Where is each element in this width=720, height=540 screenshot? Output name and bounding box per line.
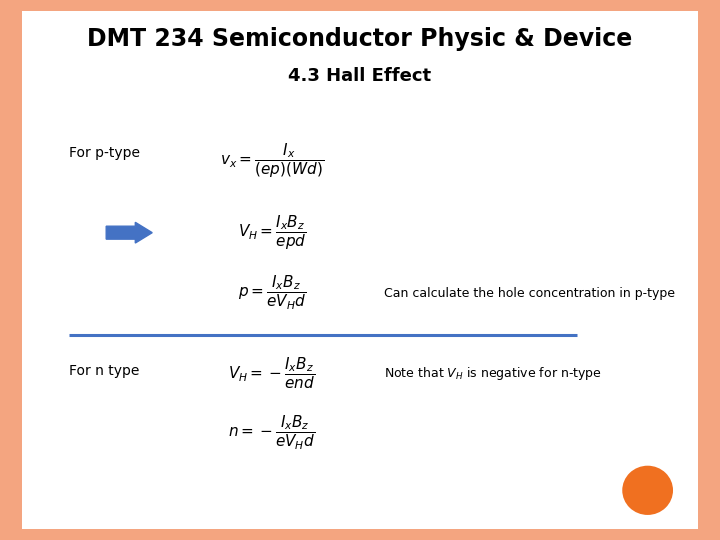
Text: $V_H = \dfrac{I_x B_z}{epd}$: $V_H = \dfrac{I_x B_z}{epd}$ bbox=[238, 213, 306, 252]
Text: For n type: For n type bbox=[69, 364, 140, 378]
Text: Note that $V_H$ is negative for n-type: Note that $V_H$ is negative for n-type bbox=[384, 365, 602, 382]
Text: For p-type: For p-type bbox=[69, 146, 140, 160]
Text: Can calculate the hole concentration in p-type: Can calculate the hole concentration in … bbox=[384, 287, 675, 300]
FancyArrow shape bbox=[107, 222, 152, 243]
Text: $V_H = -\dfrac{I_x B_z}{end}$: $V_H = -\dfrac{I_x B_z}{end}$ bbox=[228, 356, 315, 392]
Ellipse shape bbox=[622, 465, 673, 515]
Text: 4.3 Hall Effect: 4.3 Hall Effect bbox=[289, 66, 431, 85]
Text: $v_x = \dfrac{I_x}{(ep)(Wd)}$: $v_x = \dfrac{I_x}{(ep)(Wd)}$ bbox=[220, 142, 324, 180]
Text: $n = -\dfrac{I_x B_z}{eV_H d}$: $n = -\dfrac{I_x B_z}{eV_H d}$ bbox=[228, 414, 315, 453]
Text: DMT 234 Semiconductor Physic & Device: DMT 234 Semiconductor Physic & Device bbox=[87, 28, 633, 51]
Text: $p = \dfrac{I_x B_z}{eV_H d}$: $p = \dfrac{I_x B_z}{eV_H d}$ bbox=[238, 274, 306, 313]
